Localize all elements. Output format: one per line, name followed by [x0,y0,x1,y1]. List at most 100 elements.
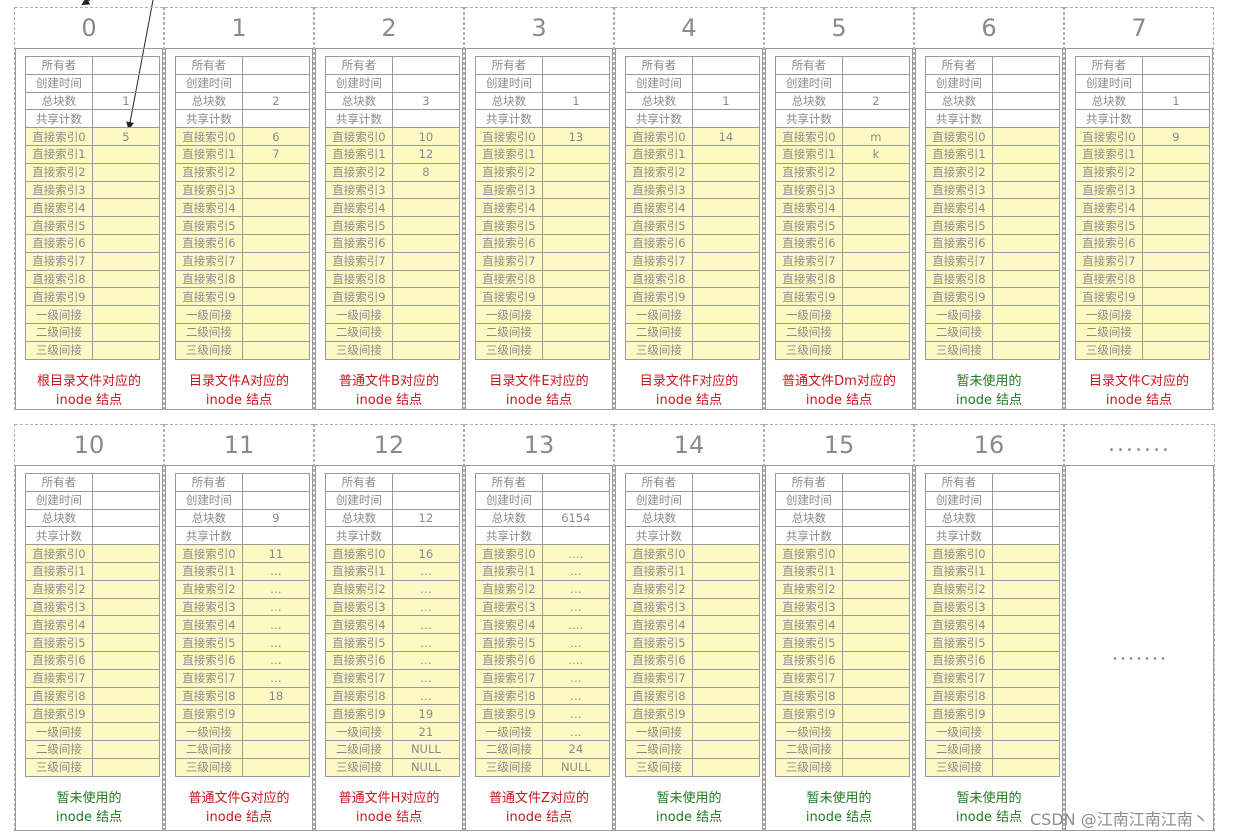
inode-field-row: 直接索引6 [625,650,761,670]
field-label: 总块数 [325,91,393,111]
field-label: 直接索引8 [1075,269,1143,289]
caption-line-1: 暂未使用的 [956,791,1022,806]
inode-number: 14 [615,424,763,466]
field-label: 直接索引5 [925,633,993,652]
field-value: … [541,722,611,741]
inode-field-row: 创建时间 [925,490,1061,510]
inode-cell: 5 所有者 创建时间 总块数 2 共享计数 直接索引0 m 直接索引1 k 直接索引2 直接索引3 直接… [764,7,914,410]
field-value [841,597,911,617]
inode-field-row: 三级间接 [625,340,761,360]
inode-field-row: 二级间接 [325,322,461,342]
inode-caption: 普通文件B对应的 inode 结点 [316,372,462,410]
caption-line-1: 目录文件E对应的 [489,374,589,389]
inode-field-row: 直接索引2 [25,579,161,599]
field-label: 直接索引6 [625,233,693,253]
inode-table: 所有者 创建时间 总块数 6154 共享计数 直接索引0…. 直接索引1… 直接索引2… 直接索… [475,473,611,777]
field-label: 直接索引3 [325,180,393,200]
field-label: 二级间接 [925,739,993,759]
inode-body: 所有者 创建时间 总块数 共享计数 直接索引0 直接索引1 直接索引2 直接索引3 直接索引4 直… [15,465,163,831]
field-label: 直接索引4 [175,615,243,635]
field-value [391,269,461,289]
field-value: 2 [241,91,311,111]
inode-field-row: 直接索引7 [925,668,1061,688]
field-label: 直接索引2 [625,579,693,599]
field-label: 直接索引0 [925,544,993,563]
inode-number: 10 [15,424,163,466]
field-label: 一级间接 [25,305,93,324]
field-label: 直接索引6 [475,233,543,253]
field-label: 所有者 [25,473,93,492]
field-value [691,561,761,581]
inode-field-row: 直接索引2… [475,579,611,599]
inode-field-row: 直接索引3 [775,180,911,200]
inode-field-row: 直接索引8 [25,686,161,706]
inode-cell: 6 所有者 创建时间 总块数 共享计数 直接索引0 直接索引1 直接索引2 直接索引3 直接索引4… [914,7,1064,410]
field-value [841,109,911,129]
field-value [841,305,911,324]
field-value [241,526,311,546]
field-value [241,739,311,759]
field-value [91,287,161,307]
inode-field-row: 直接索引4… [175,615,311,635]
field-label: 直接索引4 [925,615,993,635]
field-value [391,198,461,218]
field-value [991,216,1061,235]
field-value [1141,287,1211,307]
field-label: 直接索引6 [775,650,843,670]
watermark: CSDN @江南江南江南丶 [1030,810,1209,829]
field-value [391,473,461,492]
inode-field-row: 直接索引4 [175,198,311,218]
field-label: 直接索引5 [475,633,543,652]
field-value [991,473,1061,492]
field-value [991,56,1061,75]
field-label: 直接索引1 [325,561,393,581]
field-label: 直接索引4 [25,615,93,635]
inode-field-row: 直接索引0 [25,544,161,563]
field-value [541,233,611,253]
field-label: 直接索引1 [475,561,543,581]
field-label: 所有者 [175,473,243,492]
inode-field-row: 直接索引3 [25,597,161,617]
field-label: 直接索引6 [175,233,243,253]
field-label: 共享计数 [325,109,393,129]
field-label: 直接索引9 [175,287,243,307]
field-value [841,757,911,777]
field-value [1141,269,1211,289]
field-label: 直接索引2 [925,579,993,599]
inode-field-row: 直接索引7 [625,668,761,688]
inode-field-row: 直接索引8… [325,686,461,706]
field-value [991,251,1061,271]
field-label: 直接索引2 [925,162,993,182]
field-value [541,490,611,510]
field-label: 直接索引6 [1075,233,1143,253]
field-value: 21 [391,722,461,741]
inode-field-row: 一级间接 [625,722,761,741]
inode-field-row: 创建时间 [625,490,761,510]
field-value [841,233,911,253]
field-label: 总块数 [25,508,93,528]
inode-number: 15 [765,424,913,466]
inode-cell: 12 所有者 创建时间 总块数 12 共享计数 直接索引0 16 直接索引1… 直接索引2… 直接索… [314,424,464,831]
field-label: 创建时间 [925,490,993,510]
field-value [991,650,1061,670]
field-label: 直接索引2 [775,579,843,599]
field-value [391,322,461,342]
inode-table: 所有者 创建时间 总块数 9 共享计数 直接索引0 11 直接索引1… 直接索引2… 直接索引3…… [175,473,311,777]
inode-field-row: 直接索引7… [325,668,461,688]
field-value: 9 [241,508,311,528]
field-label: 直接索引9 [625,287,693,307]
inode-body: 所有者 创建时间 总块数 9 共享计数 直接索引0 11 直接索引1… 直接索引2… 直接索引3…… [165,465,313,831]
field-value: 2 [841,91,911,111]
field-label: 直接索引6 [925,650,993,670]
inode-field-row: 直接索引0 13 [475,127,611,146]
inode-field-row: 直接索引7 [925,251,1061,271]
field-label: 直接索引9 [475,287,543,307]
field-label: 二级间接 [475,739,543,759]
field-label: 共享计数 [175,109,243,129]
inode-field-row: 总块数 [775,508,911,528]
inode-field-row: 创建时间 [325,490,461,510]
field-label: 一级间接 [175,722,243,741]
field-value [241,322,311,342]
field-label: 直接索引3 [475,597,543,617]
inode-field-row: 直接索引6 [775,233,911,253]
